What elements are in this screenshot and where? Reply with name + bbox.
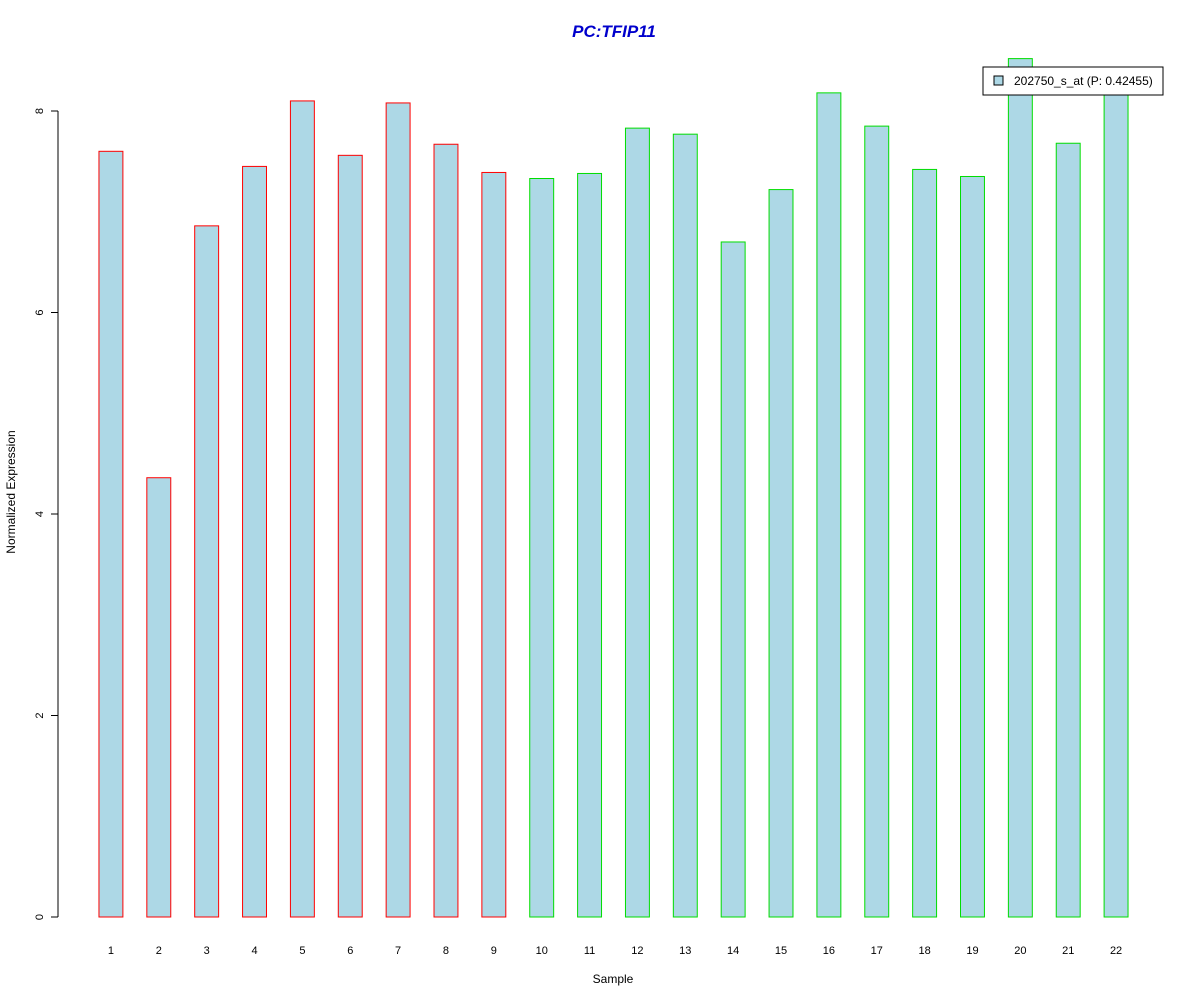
bar-sample-10	[529, 178, 555, 918]
x-tick-label: 7	[395, 945, 401, 957]
x-tick-label: 12	[631, 945, 643, 957]
legend-box	[982, 66, 1164, 96]
bar-sample-4	[242, 165, 267, 918]
bar-sample-15	[768, 189, 794, 918]
x-tick-label: 22	[1110, 945, 1122, 957]
bar-sample-8	[433, 143, 459, 918]
bar-sample-16	[816, 92, 842, 918]
bar-sample-1	[98, 150, 124, 918]
x-tick-label: 13	[679, 945, 691, 957]
bar-sample-3	[194, 225, 220, 918]
y-tick-label: 2	[34, 712, 46, 718]
x-tick-label: 4	[251, 945, 257, 957]
bar-sample-19	[960, 175, 985, 918]
bar-sample-7	[385, 102, 411, 918]
bar-sample-14	[720, 241, 746, 918]
bar-sample-11	[577, 172, 603, 918]
y-tick-label: 0	[34, 914, 46, 920]
x-tick-label: 10	[536, 945, 548, 957]
bar-sample-6	[337, 154, 363, 918]
bar-sample-9	[481, 171, 507, 918]
x-tick-label: 9	[491, 945, 497, 957]
y-axis: 0 2 4 6 8	[34, 108, 59, 920]
x-tick-label: 11	[584, 945, 595, 957]
bar-sample-5	[289, 100, 315, 918]
x-tick-label: 19	[966, 945, 978, 957]
bar-sample-17	[864, 125, 890, 918]
bar-sample-20	[1007, 58, 1033, 918]
y-tick-label: 8	[34, 108, 46, 114]
x-tick-label: 18	[918, 945, 930, 957]
bar-sample-12	[624, 127, 650, 918]
bar-sample-13	[672, 133, 698, 918]
x-tick-labels: 1 2 3 4 5 6 7 8 9 10 11 12 13 14 15 16 17 18 19 20 21 22	[108, 945, 1122, 957]
bars	[98, 58, 1129, 918]
y-axis-title: Normalized Expression	[4, 430, 18, 553]
legend-label: 202750_s_at (P: 0.42455)	[1014, 74, 1153, 88]
x-tick-label: 14	[727, 945, 739, 957]
chart-title: PC:TFIP11	[572, 22, 656, 41]
x-tick-label: 6	[347, 945, 353, 957]
x-tick-label: 2	[156, 945, 162, 957]
x-tick-label: 1	[108, 945, 114, 957]
bar-sample-2	[146, 477, 172, 918]
x-tick-label: 3	[204, 945, 210, 957]
x-tick-label: 15	[775, 945, 787, 957]
bar-sample-22	[1103, 82, 1129, 918]
legend: 202750_s_at (P: 0.42455)	[982, 66, 1164, 96]
y-tick-label: 6	[34, 309, 46, 315]
x-tick-label: 16	[823, 945, 835, 957]
x-tick-label: 21	[1062, 945, 1074, 957]
x-tick-label: 5	[299, 945, 305, 957]
bar-sample-21	[1055, 142, 1081, 918]
y-tick-label: 4	[34, 511, 46, 517]
x-axis-title: Sample	[593, 972, 634, 986]
x-tick-label: 17	[871, 945, 883, 957]
x-tick-label: 8	[443, 945, 449, 957]
x-tick-label: 20	[1014, 945, 1026, 957]
bar-sample-18	[912, 168, 938, 918]
legend-swatch	[993, 75, 1004, 86]
